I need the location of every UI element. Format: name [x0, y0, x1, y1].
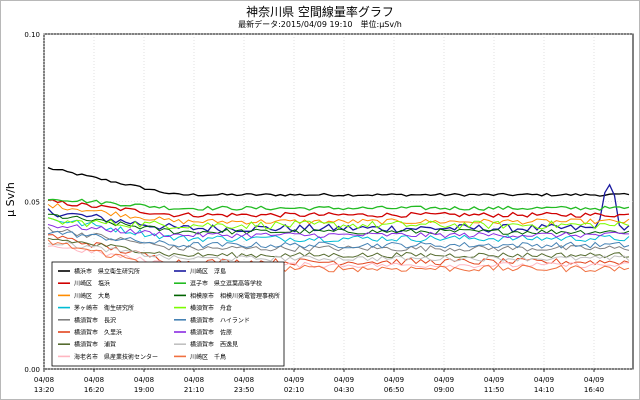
x-tick-date: 04/09: [334, 376, 354, 384]
series-line: [47, 230, 630, 249]
x-tick-date: 04/09: [534, 376, 554, 384]
legend-box: [51, 261, 285, 367]
y-tick-label: 0.10: [24, 31, 40, 39]
legend-label: 横須賀市 久里浜: [74, 329, 122, 337]
legend-label: 横須賀市 佐原: [190, 329, 232, 337]
x-tick-time: 11:50: [484, 386, 504, 394]
legend-label: 横須賀市 浦賀: [74, 341, 116, 349]
y-tick-label: 0.05: [24, 199, 40, 207]
legend-label: 川崎区 塩浜: [74, 280, 110, 288]
legend-label: 相模原市 相模川発電管理事務所: [190, 292, 280, 300]
x-tick-time: 04:30: [334, 386, 354, 394]
legend-label: 茅ヶ崎市 衛生研究所: [74, 304, 134, 312]
x-tick-date: 04/09: [434, 376, 454, 384]
legend-label: 海老名市 県産業技術センター: [74, 353, 158, 361]
x-tick-date: 04/09: [484, 376, 504, 384]
x-tick-time: 16:40: [584, 386, 604, 394]
series-line: [47, 203, 630, 225]
x-tick-date: 04/09: [584, 376, 604, 384]
legend-label: 川崎区 浮島: [190, 268, 226, 276]
chart-subtitle: 最新データ:2015/04/09 19:10 単位:μSv/h: [238, 20, 402, 29]
x-tick-time: 02:10: [284, 386, 304, 394]
series-line: [47, 237, 630, 259]
legend-label: 横須賀市 西逸見: [190, 341, 238, 349]
x-tick-date: 04/08: [34, 376, 54, 384]
series-line: [47, 241, 630, 262]
x-tick-date: 04/08: [184, 376, 204, 384]
x-tick-date: 04/08: [84, 376, 104, 384]
y-axis-label: μ Sv/h: [4, 182, 17, 217]
x-tick-date: 04/09: [284, 376, 304, 384]
legend-label: 逗子市 県立逗葉高等学校: [190, 280, 262, 288]
x-tick-time: 21:10: [184, 386, 204, 394]
x-tick-time: 14:10: [534, 386, 554, 394]
series-line: [47, 198, 630, 211]
legend-label: 横浜市 県立衛生研究所: [74, 268, 140, 276]
x-tick-date: 04/09: [384, 376, 404, 384]
legend-label: 川崎区 千鳥: [190, 353, 226, 361]
legend-label: 川崎区 大島: [74, 292, 110, 300]
x-tick-time: 19:00: [134, 386, 154, 394]
series-line: [47, 166, 630, 197]
series-line: [47, 224, 629, 239]
series-line: [47, 245, 630, 269]
x-tick-date: 04/08: [234, 376, 254, 384]
legend-label: 横須賀市 舟倉: [190, 304, 232, 312]
x-tick-time: 16:20: [84, 386, 104, 394]
x-tick-time: 09:00: [434, 386, 454, 394]
series-line: [47, 217, 630, 230]
x-tick-date: 04/08: [134, 376, 154, 384]
series-line: [47, 199, 630, 218]
y-tick-label: 0.00: [24, 366, 40, 374]
series-line: [47, 217, 630, 243]
x-tick-time: 13:20: [34, 386, 54, 394]
legend-label: 横須賀市 ハイランド: [190, 316, 250, 324]
x-tick-time: 23:50: [234, 386, 254, 394]
x-tick-time: 06:50: [384, 386, 404, 394]
legend-label: 横須賀市 長沢: [74, 316, 116, 324]
chart-title: 神奈川県 空間線量率グラフ: [246, 5, 394, 19]
